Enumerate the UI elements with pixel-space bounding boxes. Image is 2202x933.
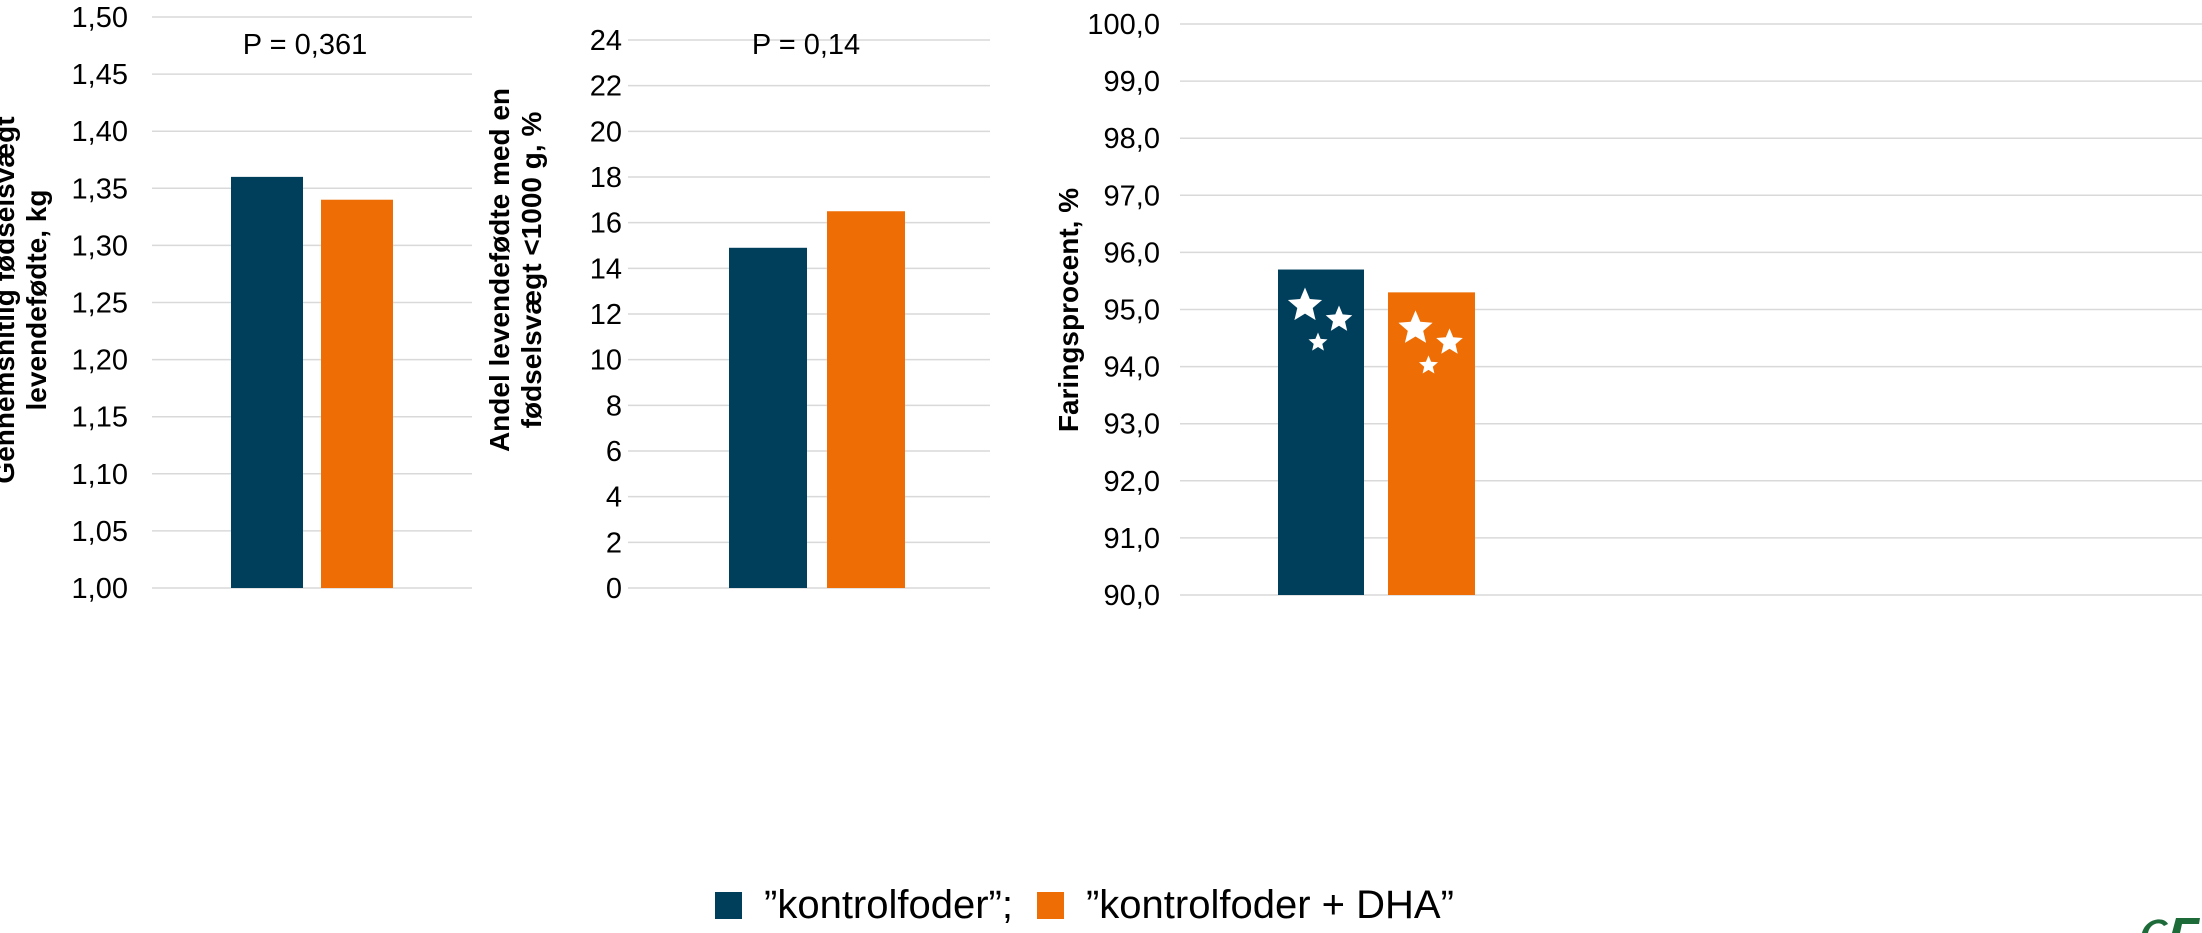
y-tick-label-3: 99,0 [1104, 66, 1160, 98]
legend-label-kontrolfoder: ”kontrolfoder”; [764, 882, 1013, 927]
star-icon [1436, 328, 1463, 354]
y-tick-label-3: 97,0 [1104, 180, 1160, 212]
logo-fragment [2140, 912, 2202, 933]
star-icon [1287, 287, 1323, 321]
bar-3-kontrolfoder [1278, 269, 1364, 595]
legend-swatch-kontrolfoder [715, 891, 742, 919]
y-tick-label-2: 12 [590, 299, 622, 331]
bar-2-kontrolfoder [729, 247, 807, 589]
p-value-annotation-1: P = 0,361 [243, 29, 367, 61]
bar-2-kontrolfoder-dha [827, 211, 905, 588]
y-tick-label-2: 18 [590, 162, 622, 194]
y-tick-label-1: 1,10 [72, 459, 128, 491]
y-tick-label-1: 1,40 [72, 116, 128, 148]
y-tick-label-3: 100,0 [1087, 9, 1160, 41]
star-icon [1398, 310, 1433, 343]
y-tick-label-3: 92,0 [1104, 466, 1160, 498]
star-icon [1308, 332, 1328, 351]
y-tick-label-3: 96,0 [1104, 237, 1160, 269]
y-tick-label-3: 90,0 [1104, 580, 1160, 612]
y-tick-label-2: 24 [590, 25, 622, 57]
y-axis-label-3: Faringsprocent, % [1053, 188, 1084, 432]
y-axis-label-1: levendefødte, kg [21, 190, 52, 411]
y-tick-label-3: 93,0 [1104, 409, 1160, 441]
y-tick-label-3: 95,0 [1104, 295, 1160, 327]
bar-1-kontrolfoder [231, 176, 303, 588]
p-value-annotation-2: P = 0,14 [752, 29, 860, 61]
y-tick-label-1: 1,05 [72, 516, 128, 548]
legend: ”kontrolfoder”; ”kontrolfoder + DHA” [715, 880, 1478, 930]
legend-label-kontrolfoder-dha: ”kontrolfoder + DHA” [1085, 882, 1454, 927]
y-tick-label-3: 98,0 [1104, 123, 1160, 155]
y-tick-label-1: 1,50 [72, 2, 128, 34]
y-tick-label-2: 10 [590, 345, 622, 377]
bar-3-kontrolfoder-dha [1388, 292, 1475, 595]
y-tick-label-2: 14 [590, 253, 622, 285]
y-tick-label-3: 91,0 [1104, 523, 1160, 555]
y-tick-label-2: 16 [590, 208, 622, 240]
y-tick-label-2: 8 [606, 390, 622, 422]
y-tick-label-3: 94,0 [1104, 352, 1160, 384]
y-tick-label-1: 1,15 [72, 402, 128, 434]
y-axis-label-2: Andel levendefødte med en [484, 88, 515, 452]
y-axis-label-1: Gennemsnitlig fødselsvægt [0, 116, 20, 483]
legend-swatch-kontrolfoder-dha [1036, 891, 1064, 919]
y-tick-label-2: 4 [606, 482, 622, 514]
y-tick-label-2: 6 [606, 436, 622, 468]
y-tick-label-1: 1,25 [72, 288, 128, 320]
y-tick-label-2: 2 [606, 527, 622, 559]
y-tick-label-2: 20 [590, 116, 622, 148]
y-tick-label-1: 1,45 [72, 59, 128, 91]
y-tick-label-1: 1,30 [72, 230, 128, 262]
star-icon [1419, 355, 1438, 374]
y-axis-label-2: fødselsvægt <1000 g, % [516, 112, 547, 429]
y-tick-label-2: 22 [590, 71, 622, 103]
y-tick-label-1: 1,35 [72, 173, 128, 205]
y-tick-label-1: 1,20 [72, 345, 128, 377]
star-icon [1325, 305, 1353, 331]
bar-1-kontrolfoder-dha [321, 199, 393, 588]
y-tick-label-1: 1,00 [72, 573, 128, 605]
y-tick-label-2: 0 [606, 573, 622, 605]
